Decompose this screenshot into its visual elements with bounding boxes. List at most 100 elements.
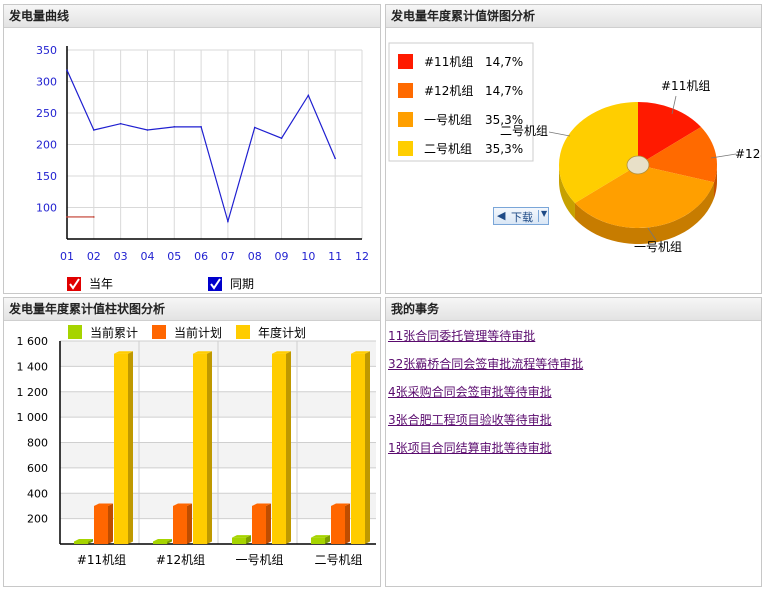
- pie-slice: [638, 102, 702, 165]
- data-point: [334, 157, 336, 160]
- bar-side: [207, 351, 212, 544]
- todo-link[interactable]: 11张合同委托管理等待审批: [388, 329, 536, 343]
- bar-panel-title: 发电量年度累计值柱状图分析: [4, 298, 380, 321]
- bar-side: [345, 503, 350, 544]
- bar: [173, 505, 187, 544]
- check-icon: [69, 278, 80, 290]
- chevron-down-icon[interactable]: ▼: [541, 209, 548, 218]
- legend-value: 14,7%: [485, 55, 523, 69]
- pie-chart: #11机组 14,7%#12机组 14,7%一号机组 35,3%二号机组 35,3%#1…: [388, 42, 761, 254]
- data-point: [280, 137, 283, 139]
- bar-side: [246, 535, 251, 544]
- bar-side: [128, 351, 133, 544]
- y-tick-label: 100: [36, 202, 57, 215]
- bar: [331, 505, 345, 544]
- legend-swatch: [398, 54, 413, 69]
- data-point: [146, 129, 149, 131]
- legend-swatch: [398, 141, 413, 156]
- bar-side: [88, 538, 93, 544]
- bar: [153, 541, 167, 544]
- pie-slice: [574, 165, 715, 228]
- y-tick-label: 800: [27, 437, 48, 450]
- bar-side: [286, 351, 291, 544]
- legend-label: 当前计划: [174, 325, 222, 340]
- pie-panel-title: 发电量年度累计值饼图分析: [386, 5, 761, 28]
- todo-link[interactable]: 32张霸桥合同会签审批流程等待审批: [388, 357, 584, 371]
- data-point: [227, 220, 229, 223]
- bar-side: [187, 503, 192, 544]
- y-tick-label: 300: [36, 76, 57, 89]
- bar-top: [94, 503, 113, 506]
- bar: [252, 505, 266, 544]
- todo-item: 11张合同委托管理等待审批: [388, 328, 583, 356]
- bar: [272, 353, 286, 544]
- bar-top: [311, 535, 330, 538]
- pie-label: #12机组: [735, 147, 761, 161]
- data-point: [253, 126, 256, 129]
- legend-swatch: [152, 325, 166, 339]
- todo-link[interactable]: 4张采购合同会签审批等待审批: [388, 385, 552, 399]
- x-tick-label: 06: [194, 250, 208, 263]
- legend-label: #12机组: [424, 84, 473, 98]
- legend-label: #11机组: [424, 55, 473, 69]
- download-button[interactable]: ◀ 下载 ▼: [493, 207, 549, 225]
- pie-label: 一号机组: [634, 240, 682, 254]
- bar-top: [331, 503, 350, 506]
- bar: [74, 541, 88, 544]
- bar-side: [365, 351, 370, 544]
- legend-value: 35,3%: [485, 113, 523, 127]
- pie-slice: [559, 102, 638, 203]
- pie-panel: 发电量年度累计值饼图分析 #11机组 14,7% #12机组 14,7% 一号机组 35,…: [385, 4, 762, 294]
- line-chart: 100 150 200 250 300 350 01 02 03 04 05 06 07 08 09 10 11…: [36, 44, 369, 291]
- x-tick-label: 04: [140, 250, 154, 263]
- data-point: [307, 94, 310, 97]
- y-tick-label: 200: [36, 139, 57, 152]
- pie-label-line: [647, 227, 657, 241]
- bar: [193, 353, 207, 544]
- pie-label-line: [671, 95, 677, 115]
- bar-top: [114, 351, 133, 354]
- bar-top: [153, 538, 172, 542]
- data-point: [119, 122, 122, 125]
- x-tick-label: 08: [248, 250, 262, 263]
- legend-label: 一号机组: [424, 113, 472, 127]
- data-point: [66, 69, 68, 71]
- bar-panel: 发电量年度累计值柱状图分析 1 600 1 400 1 200 1 000 800 600…: [3, 297, 381, 587]
- bar-top: [252, 503, 271, 506]
- x-tick-label: 03: [114, 250, 128, 263]
- legend-value: 35,3%: [485, 142, 523, 156]
- legend-label: 同期: [230, 277, 254, 291]
- legend-swatch: [398, 112, 413, 127]
- bar: [94, 505, 108, 544]
- bar-top: [173, 503, 192, 506]
- pie-label: #11机组: [661, 79, 710, 93]
- x-tick-label: 02: [87, 250, 101, 263]
- y-tick-label: 600: [27, 462, 48, 475]
- bar: [351, 353, 365, 544]
- legend-swatch: [236, 325, 250, 339]
- todo-link[interactable]: 3张合肥工程项目验收等待审批: [388, 413, 552, 427]
- y-tick-label: 1 000: [17, 411, 49, 424]
- x-tick-label: 01: [60, 250, 74, 263]
- pie-slice-side: [714, 165, 717, 199]
- legend-swatch: [398, 83, 413, 98]
- todo-item: 4张采购合同会签审批等待审批: [388, 384, 583, 412]
- legend-label: 二号机组: [424, 142, 472, 156]
- pie-label-line: [710, 153, 737, 159]
- todo-item: 3张合肥工程项目验收等待审批: [388, 412, 583, 440]
- power-curve-title: 发电量曲线: [4, 5, 380, 28]
- legend-item: 同期: [208, 277, 254, 291]
- bar: [311, 537, 325, 544]
- y-tick-label: 1 200: [17, 386, 49, 399]
- y-tick-label: 150: [36, 170, 57, 183]
- data-point: [200, 126, 202, 128]
- todo-list: 11张合同委托管理等待审批 32张霸桥合同会签审批流程等待审批 4张采购合同会签…: [388, 328, 583, 468]
- legend-label: 当年: [89, 277, 113, 291]
- todo-link[interactable]: 1张项目合同结算审批等待审批: [388, 441, 552, 455]
- todo-panel: 我的事务 11张合同委托管理等待审批 32张霸桥合同会签审批流程等待审批 4张采…: [385, 297, 762, 587]
- bar: [232, 537, 246, 544]
- y-tick-label: 1 400: [17, 360, 49, 373]
- data-point: [173, 126, 176, 128]
- pie-slice: [638, 127, 717, 183]
- data-point: [93, 216, 95, 218]
